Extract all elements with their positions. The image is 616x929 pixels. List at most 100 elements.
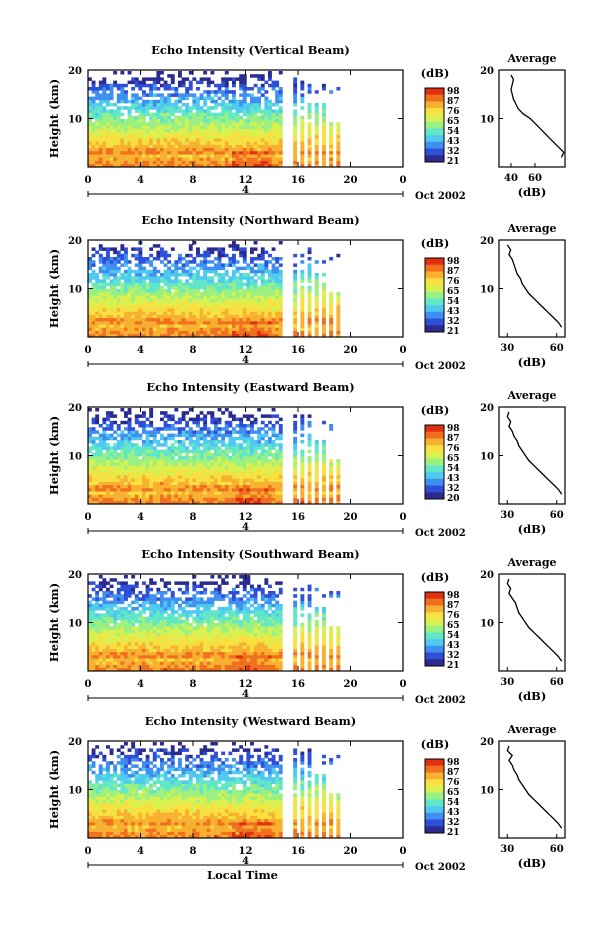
heatmap-cell [307, 414, 312, 418]
heatmap-cell [95, 465, 100, 470]
heatmap-cell [134, 289, 139, 293]
heatmap-cell [253, 160, 258, 165]
heatmap-cell [181, 443, 186, 447]
heatmap-cell [242, 440, 247, 444]
heatmap-cell [257, 131, 262, 136]
heatmap-cell [192, 488, 197, 492]
heatmap-cell [142, 122, 146, 126]
heatmap-cell [257, 295, 262, 299]
heatmap-cell [91, 317, 96, 322]
heatmap-cell [181, 289, 186, 293]
heatmap-cell [160, 125, 164, 129]
colorbar-segment [425, 128, 444, 136]
heatmap-cell [232, 279, 236, 283]
heatmap-cell [203, 333, 208, 338]
heatmap-cell [192, 308, 197, 312]
heatmap-cell [196, 160, 200, 165]
heatmap-cell [271, 311, 276, 315]
heatmap-cell [257, 333, 262, 338]
heatmap-cell [91, 112, 96, 117]
heatmap-cell [120, 639, 125, 643]
heatmap-cell [307, 160, 312, 165]
heatmap-cell [95, 141, 100, 145]
heatmap-cell [260, 420, 265, 425]
heatmap-cell [120, 648, 125, 653]
heatmap-cell [142, 616, 146, 621]
heatmap-cell [156, 475, 161, 479]
heatmap-cell [142, 475, 146, 479]
heatmap-cell [156, 71, 161, 75]
heatmap-cell [109, 263, 114, 267]
heatmap-cell [232, 154, 236, 158]
heatmap-cell [221, 481, 226, 486]
heatmap-cell [278, 311, 283, 315]
heatmap-cell [181, 494, 186, 498]
heatmap-cell [124, 440, 128, 444]
heatmap-cell [260, 144, 265, 149]
heatmap-cell [88, 141, 92, 145]
heatmap-cell [275, 141, 280, 145]
heatmap-cell [138, 603, 143, 608]
heatmap-cell [250, 452, 254, 457]
heatmap-cell [109, 613, 114, 617]
heatmap-cell [314, 459, 319, 463]
heatmap-cell [264, 106, 269, 110]
heatmap-cell [120, 128, 125, 133]
heatmap-cell [224, 138, 229, 142]
heatmap-cell [210, 298, 215, 303]
heatmap-cell [307, 276, 312, 280]
heatmap-cell [124, 301, 128, 306]
heatmap-cell [235, 247, 240, 251]
heatmap-cell [142, 414, 146, 418]
heatmap-cell [250, 324, 254, 328]
heatmap-cell [124, 655, 128, 659]
heatmap-cell [91, 658, 96, 662]
heatmap-cell [113, 119, 118, 123]
heatmap-cell [206, 250, 211, 255]
heatmap-cell [98, 244, 103, 248]
heatmap-cell [106, 632, 110, 637]
heatmap-cell [127, 128, 132, 133]
heatmap-cell [91, 417, 96, 422]
heatmap-cell [307, 115, 312, 120]
colorbar-segment [425, 492, 444, 500]
heatmap-cell [300, 253, 305, 258]
heatmap-cell [314, 465, 319, 470]
heatmap-cell [98, 623, 103, 627]
heatmap-cell [138, 610, 143, 614]
heatmap-cell [106, 626, 110, 630]
heatmap-cell [160, 71, 164, 75]
heatmap-cell [268, 253, 272, 258]
heatmap-cell [192, 330, 197, 335]
heatmap-cell [264, 135, 269, 139]
heatmap-cell [127, 292, 132, 296]
heatmap-cell [109, 269, 114, 274]
heatmap-cell [217, 119, 222, 123]
heatmap-cell [109, 151, 114, 155]
heatmap-cell [210, 465, 215, 470]
heatmap-cell [199, 427, 204, 431]
heatmap-cell [250, 154, 254, 158]
heatmap-cell [142, 655, 146, 659]
heatmap-cell [264, 430, 269, 434]
heatmap-cell [116, 314, 121, 319]
heatmap-cell [314, 317, 319, 322]
heatmap-cell [271, 119, 276, 123]
heatmap-cell [314, 157, 319, 161]
heatmap-cell [120, 135, 125, 139]
heatmap-cell [149, 138, 154, 142]
heatmap-cell [293, 135, 298, 139]
heatmap-cell [275, 333, 280, 338]
colorbar-tick-label: 43 [447, 307, 460, 317]
heatmap-cell [264, 154, 269, 158]
heatmap-cell [264, 452, 269, 457]
heatmap-cell [196, 250, 200, 255]
heatmap-cell [120, 440, 125, 444]
heatmap-cell [131, 651, 136, 656]
heatmap-cell [307, 465, 312, 470]
heatmap-cell [322, 103, 326, 107]
heatmap-cell [268, 71, 272, 75]
panel-2: Echo Intensity (Northward Beam)2010Heigh… [47, 213, 566, 372]
heatmap-cell [300, 87, 305, 91]
heatmap-cell [174, 459, 179, 463]
